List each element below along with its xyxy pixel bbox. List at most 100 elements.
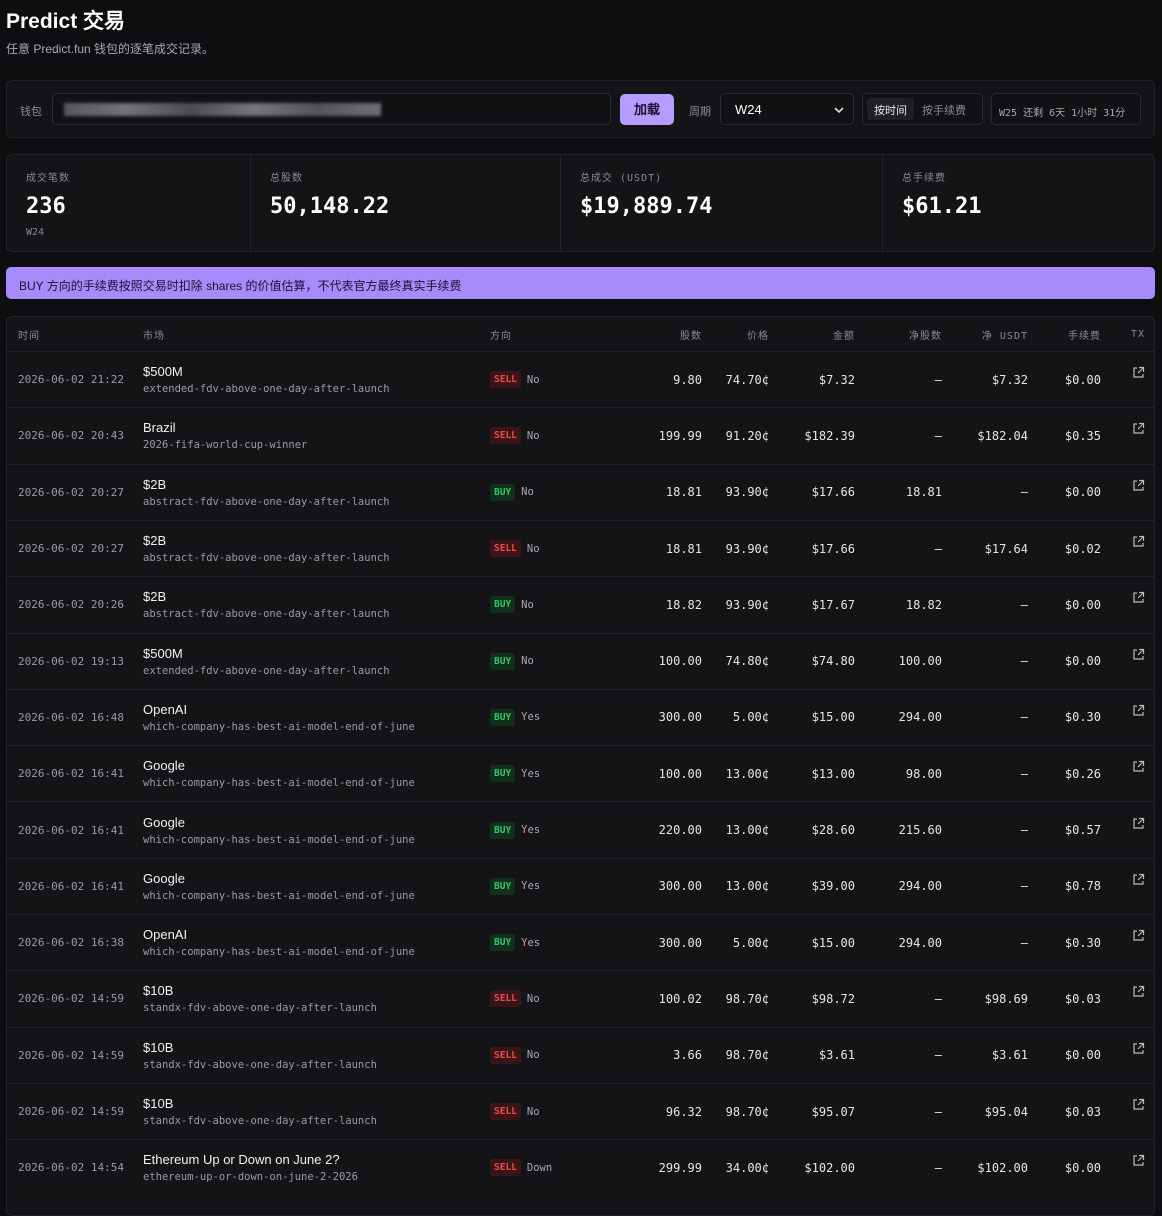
outcome: No (521, 655, 534, 668)
side-badge: BUY (490, 596, 516, 614)
tx-link[interactable] (1101, 408, 1145, 463)
market-cell: $2B abstract-fdv-above-one-day-after-laun… (143, 577, 490, 632)
tx-link[interactable] (1101, 915, 1145, 970)
direction-cell: SELL Down (490, 1140, 620, 1195)
net-shares: 18.82 (905, 597, 942, 612)
side-badge: SELL (490, 1046, 521, 1064)
market-cell: $10B standx-fdv-above-one-day-after-launc… (143, 971, 490, 1026)
market-name: OpenAI (143, 927, 188, 943)
tx-link[interactable] (1101, 690, 1145, 745)
amount: $98.72 (811, 991, 855, 1006)
outcome: No (526, 992, 540, 1005)
tx-link[interactable] (1101, 352, 1145, 407)
stat-value: 50,148.22 (270, 194, 390, 219)
column-header: 股数 (680, 330, 702, 342)
chevron (834, 107, 844, 114)
net-usdt: — (1020, 710, 1028, 725)
market-slug: which-company-has-best-ai-model-end-of-j… (143, 777, 415, 790)
notice-banner: BUY 方向的手续费按照交易时扣除 shares 的价值估算，不代表官方最终真实… (6, 267, 1155, 299)
fee: $0.00 (1064, 597, 1101, 612)
table-row: 2026-06-02 16:41 Google which-company-has-… (7, 745, 1154, 801)
time: 2026-06-02 14:59 (18, 992, 124, 1006)
stat-card: 成交笔数 236 W24 (7, 155, 251, 251)
side-badge: SELL (490, 540, 521, 558)
stat-card: 总股数 50,148.22 (251, 155, 561, 251)
market-name: $10B (143, 983, 174, 999)
market-name: Google (143, 870, 185, 886)
tx-link[interactable] (1101, 1028, 1145, 1083)
tx-link[interactable] (1101, 634, 1145, 689)
market-name: $500M (143, 645, 183, 661)
price: 93.90¢ (725, 485, 769, 500)
shares: 300.00 (658, 710, 702, 725)
external-link-icon (1133, 873, 1145, 885)
table-row: 2026-06-02 20:43 Brazil 2026-fifa-world-cu… (7, 407, 1154, 463)
external-link-icon (1133, 1155, 1145, 1166)
shares: 299.99 (658, 1160, 702, 1175)
shares: 100.02 (658, 991, 702, 1006)
net-shares: 294.00 (898, 879, 942, 894)
tx-link[interactable] (1101, 746, 1145, 801)
direction-cell: SELL No (490, 1084, 620, 1139)
time: 2026-06-02 20:27 (18, 485, 124, 499)
side-badge: BUY (490, 821, 516, 839)
side-badge: BUY (490, 877, 516, 895)
outcome: No (526, 429, 540, 442)
price: 13.00¢ (725, 823, 769, 838)
sort-option[interactable]: 按时间 (867, 98, 914, 120)
net-shares: 215.60 (898, 823, 942, 838)
outcome: No (526, 373, 540, 386)
tx-link[interactable] (1101, 577, 1145, 632)
tx-link[interactable] (1101, 802, 1145, 857)
direction-cell: BUY No (490, 577, 620, 632)
external-link-icon (1133, 704, 1145, 716)
direction-cell: BUY Yes (490, 859, 620, 914)
shares: 18.82 (665, 597, 702, 612)
amount: $17.67 (811, 597, 855, 612)
table-row: 2026-06-02 21:22 $500M extended-fdv-above-… (7, 351, 1154, 407)
tx-link[interactable] (1101, 859, 1145, 914)
external-link-icon (1133, 986, 1145, 998)
wallet-label: 钱包 (20, 106, 42, 118)
tx-link[interactable] (1101, 971, 1145, 1026)
load-button[interactable]: 加载 (620, 94, 674, 125)
market-cell: Google which-company-has-best-ai-model-en… (143, 859, 490, 914)
net-shares: 100.00 (898, 654, 942, 669)
outcome: No (526, 1049, 540, 1062)
net-usdt: — (1020, 766, 1028, 781)
tx-link[interactable] (1101, 521, 1145, 576)
table-row: 2026-06-02 14:54 Ethereum Up or Down on J… (7, 1139, 1154, 1195)
net-usdt: — (1020, 654, 1028, 669)
price: 98.70¢ (725, 1104, 769, 1119)
market-cell: $10B standx-fdv-above-one-day-after-launc… (143, 1084, 490, 1139)
net-usdt: $3.61 (991, 1048, 1028, 1063)
market-slug: extended-fdv-above-one-day-after-launch (143, 664, 390, 677)
side-badge: SELL (490, 371, 521, 389)
side-badge: BUY (490, 765, 516, 783)
sort-option[interactable]: 按手续费 (922, 105, 966, 117)
table-header: 时间 市场 方向 股数 价格 金额 净股数 净 USDT 手续费 TX (7, 317, 1154, 351)
toolbar: 钱包 加载 周期 W24 按时间 按手续费 W25 还剩 6天 1小时 31分 (6, 80, 1155, 138)
tx-link[interactable] (1101, 1084, 1145, 1139)
market-slug: extended-fdv-above-one-day-after-launch (143, 383, 390, 396)
net-usdt: $95.04 (984, 1104, 1028, 1119)
period-select[interactable]: W24 (720, 93, 854, 125)
wallet-input[interactable] (52, 93, 611, 125)
tx-link[interactable] (1101, 1140, 1145, 1195)
net-shares: — (934, 541, 942, 556)
market-cell: $2B abstract-fdv-above-one-day-after-laun… (143, 521, 490, 576)
net-usdt: $7.32 (991, 372, 1028, 387)
outcome: Down (526, 1161, 553, 1174)
shares: 100.00 (658, 766, 702, 781)
price: 13.00¢ (725, 879, 769, 894)
time: 2026-06-02 14:54 (18, 1161, 124, 1175)
tx-link[interactable] (1101, 465, 1145, 520)
net-shares: — (934, 991, 942, 1006)
market-name: $10B (143, 1039, 174, 1055)
market-slug: which-company-has-best-ai-model-end-of-j… (143, 889, 415, 902)
stat-value: 236 (26, 194, 66, 219)
fee: $0.03 (1064, 1104, 1101, 1119)
market-name: $2B (143, 533, 167, 549)
market-name: Google (143, 758, 185, 774)
market-cell: Google which-company-has-best-ai-model-en… (143, 746, 490, 801)
